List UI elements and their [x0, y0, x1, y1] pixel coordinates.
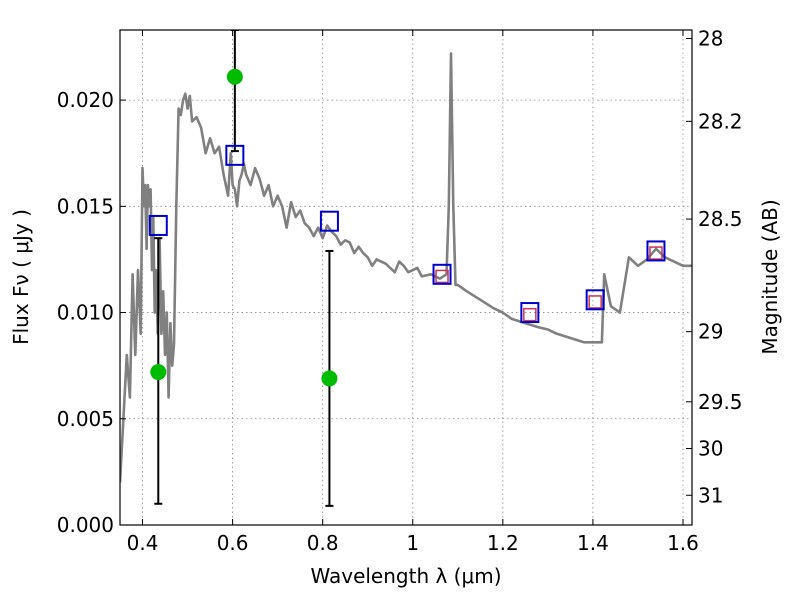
model-square: [432, 263, 452, 285]
observation-point: [226, 68, 243, 85]
x-tick-label: 0.8: [307, 531, 339, 555]
model-points-layer: [148, 144, 666, 324]
model-square: [585, 289, 605, 311]
x-tick-label: 0.6: [217, 531, 249, 555]
right-axis-ticks: 28 28.2 28.5 29 29.5 30 31: [686, 26, 743, 507]
y-axis-label-left: Flux Fν ( μJy ): [9, 209, 33, 345]
y-tick-label: 0.000: [57, 513, 114, 537]
x-tick-label: 1.2: [487, 531, 519, 555]
model-square: [520, 302, 540, 324]
model-square: [319, 210, 339, 232]
plot-frame: [119, 29, 693, 526]
right-tick-label: 31: [698, 483, 723, 507]
right-tick-label: 28.2: [698, 109, 743, 133]
model-square: [148, 214, 168, 236]
observation-point: [150, 364, 167, 381]
model-inner-square: [523, 307, 537, 322]
model-inner-square: [588, 295, 602, 309]
y-tick-label: 0.015: [57, 194, 114, 218]
x-tick-label: 1: [406, 531, 419, 555]
right-tick-label: 29.5: [698, 390, 743, 414]
x-tick-label: 0.4: [127, 531, 159, 555]
model-inner-square: [649, 246, 663, 260]
observation-point: [321, 370, 338, 387]
x-tick-label: 1.4: [577, 531, 609, 555]
y-axis-ticks: 0.000 0.005 0.010 0.015 0.020: [57, 88, 126, 537]
right-tick-label: 30: [698, 437, 723, 461]
y-tick-label: 0.005: [57, 407, 114, 431]
right-tick-label: 29: [698, 320, 723, 344]
x-axis-ticks: 0.4 0.6 0.8 1 1.2 1.4 1.6: [127, 30, 699, 555]
model-inner-square: [435, 269, 449, 284]
model-square: [225, 144, 245, 166]
right-tick-label: 28.5: [698, 207, 743, 231]
plot-background: [120, 30, 692, 525]
sed-curve: [120, 52, 692, 483]
y-axis-label-right: Magnitude (AB): [758, 199, 782, 354]
sed-layer: [120, 52, 692, 483]
x-tick-label: 1.6: [667, 531, 699, 555]
y-tick-label: 0.020: [57, 88, 114, 112]
model-square: [646, 240, 666, 262]
x-axis-label: Wavelength λ (μm): [310, 564, 501, 588]
observations-layer: [150, 68, 338, 387]
right-tick-label: 28: [698, 26, 723, 50]
y-tick-label: 0.010: [57, 301, 114, 325]
